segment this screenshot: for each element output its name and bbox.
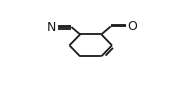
Text: O: O xyxy=(127,20,137,33)
Text: N: N xyxy=(47,21,57,34)
